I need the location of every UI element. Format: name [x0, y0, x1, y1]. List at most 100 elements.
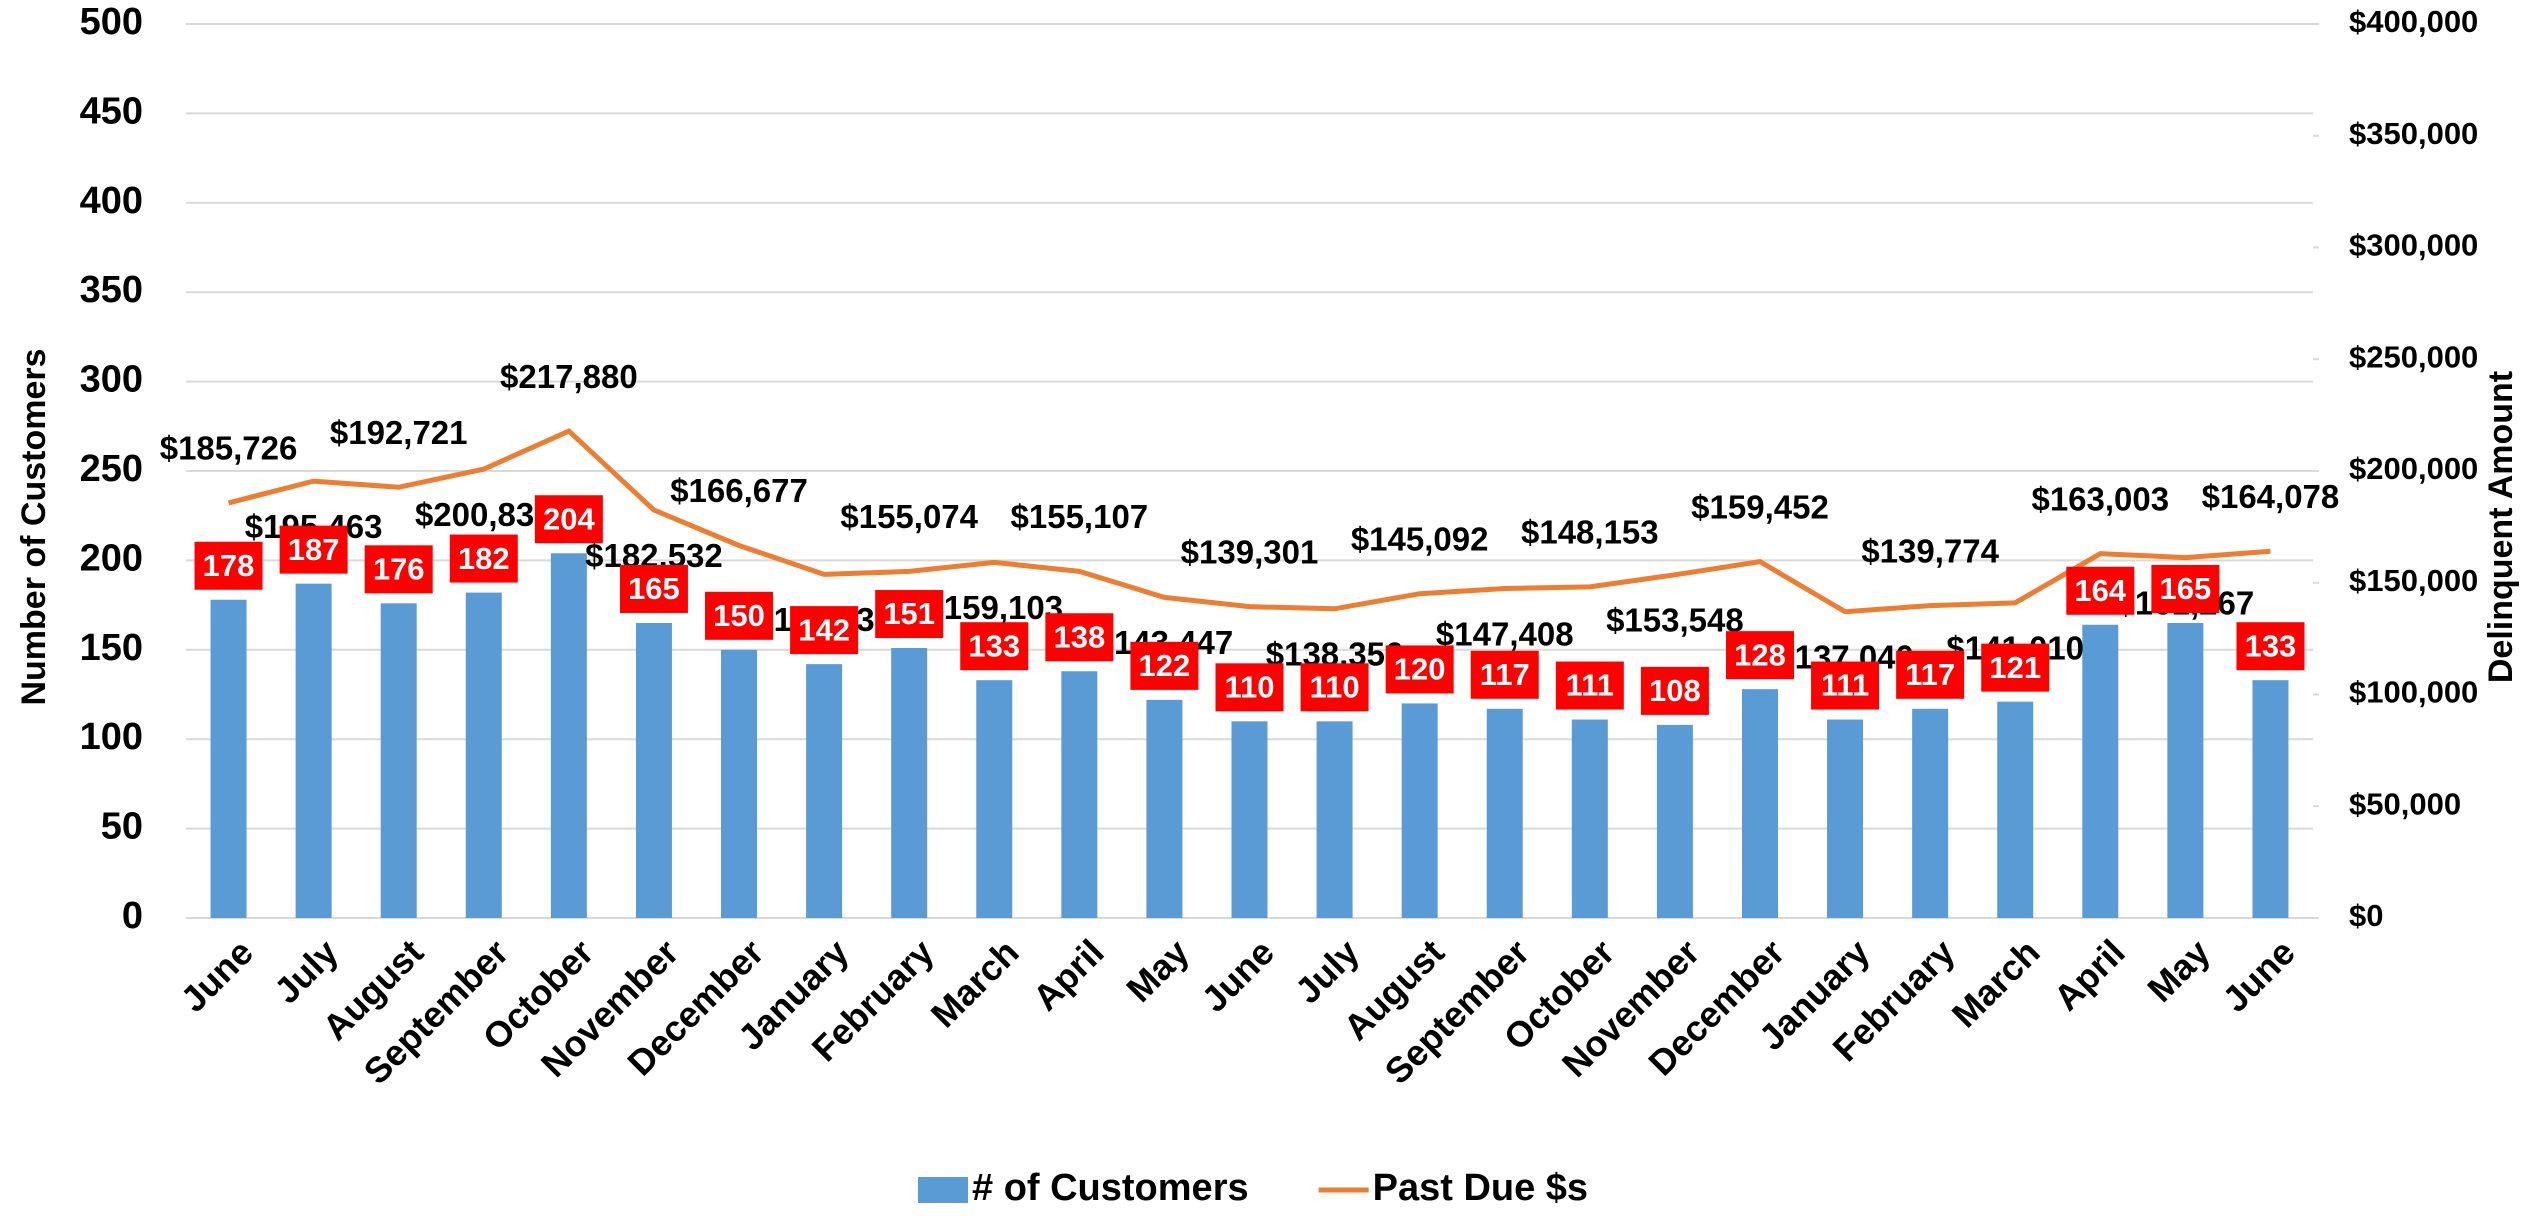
- y-tick-label: 200: [80, 537, 143, 579]
- bar-data-label: 111: [1566, 668, 1614, 703]
- bar: [1486, 708, 1523, 918]
- x-tick-label: June: [2214, 931, 2302, 1019]
- y2-axis-title: Delinquent Amount: [2482, 371, 2520, 683]
- bar: [1231, 721, 1268, 918]
- line-data-label: $155,074: [840, 498, 978, 535]
- bar-label-box: [1981, 643, 2050, 692]
- bar: [550, 553, 587, 918]
- bar-label-box: [1300, 663, 1369, 712]
- bar: [1827, 719, 1864, 918]
- bar: [1997, 701, 2034, 918]
- bar-data-label: 108: [1649, 673, 1701, 708]
- bar-data-label: 142: [798, 612, 850, 647]
- bar-data-label: 133: [2245, 628, 2297, 663]
- line-data-label: $139,301: [1181, 533, 1319, 570]
- bar-data-label: 187: [288, 532, 340, 567]
- line-data-label: $147,408: [1436, 615, 1574, 652]
- x-tick-label: March: [1944, 931, 2048, 1035]
- bar-data-label: 121: [1989, 650, 2041, 685]
- x-tick-label: May: [2139, 931, 2218, 1010]
- y2-tick-label: $350,000: [2349, 116, 2478, 151]
- bar: [1146, 699, 1183, 918]
- line-data-label: $145,092: [1351, 520, 1489, 557]
- y2-tick-label: $50,000: [2349, 786, 2461, 821]
- bar: [891, 648, 928, 918]
- bar: [465, 592, 502, 918]
- line-data-label: $153,548: [1606, 602, 1744, 639]
- bar: [635, 622, 672, 918]
- bar: [1061, 671, 1098, 918]
- x-tick-label: April: [1025, 931, 1112, 1018]
- line-data-label: $139,774: [1861, 532, 1999, 569]
- bar-data-label: 176: [373, 551, 425, 586]
- y-tick-label: 400: [80, 180, 143, 222]
- x-tick-label: May: [1118, 931, 1197, 1010]
- line-data-label: $192,721: [330, 414, 468, 451]
- bar-data-label: 164: [2074, 573, 2126, 608]
- bar-label-box: [279, 525, 348, 574]
- bar-label-box: [1130, 641, 1199, 690]
- y-tick-label: 100: [80, 716, 143, 758]
- bar: [1741, 689, 1778, 918]
- bar-data-label: 111: [1821, 668, 1869, 703]
- bar: [2167, 622, 2204, 918]
- line-data-label: $217,880: [500, 358, 638, 395]
- bar-data-label: 182: [458, 541, 510, 576]
- legend-swatch: [918, 1177, 968, 1203]
- bar-data-label: 117: [1905, 657, 1955, 692]
- bar-data-label: 122: [1139, 648, 1191, 683]
- bar-label-box: [194, 541, 263, 590]
- y-tick-label: 300: [80, 359, 143, 401]
- x-tick-label: April: [2046, 931, 2133, 1018]
- line-data-label: $163,003: [2031, 480, 2169, 517]
- bar: [1656, 724, 1693, 918]
- bar-label-box: [364, 545, 433, 594]
- bar-label-box: [960, 622, 1029, 671]
- y-tick-label: 150: [80, 627, 143, 669]
- line-data-label: $155,107: [1011, 498, 1149, 535]
- y-tick-label: 450: [80, 90, 143, 132]
- bar: [2082, 624, 2119, 918]
- bar-label-box: [2151, 564, 2220, 613]
- bar-data-label: 138: [1053, 619, 1105, 654]
- bar-data-label: 165: [2160, 571, 2212, 606]
- bar-label-box: [1045, 613, 1114, 662]
- bar: [976, 680, 1013, 918]
- bar: [806, 664, 843, 918]
- y2-tick-label: $100,000: [2349, 675, 2478, 710]
- y2-tick-label: $400,000: [2349, 4, 2478, 39]
- bar: [380, 603, 417, 918]
- line-data-label: $164,078: [2202, 478, 2340, 515]
- bar-data-label: 128: [1734, 637, 1786, 672]
- bar: [210, 599, 247, 918]
- bar: [1571, 719, 1608, 918]
- line-data-label: $159,452: [1691, 488, 1829, 525]
- y2-tick-label: $300,000: [2349, 228, 2478, 263]
- line: [227, 428, 2271, 615]
- bar-data-label: 110: [1310, 670, 1360, 705]
- bar-data-label: 120: [1394, 652, 1446, 687]
- bar-label-box: [619, 564, 688, 613]
- bar-label-box: [705, 591, 774, 640]
- bar: [295, 583, 332, 918]
- bar-label-box: [1555, 661, 1624, 710]
- bar-label-box: [1725, 631, 1794, 680]
- bar-label-box: [2236, 622, 2305, 671]
- bar-data-label: 110: [1224, 670, 1274, 705]
- bar-data-label: 151: [883, 596, 935, 631]
- bar-label-box: [1896, 650, 1965, 699]
- bar: [2252, 680, 2289, 918]
- bar-label-box: [875, 590, 944, 639]
- bar: [1401, 703, 1438, 918]
- bar-data-label: 133: [968, 628, 1020, 663]
- bar-label-box: [534, 495, 603, 544]
- bar-label-box: [449, 534, 518, 583]
- y2-tick-label: $200,000: [2349, 451, 2478, 486]
- bar-data-label: 204: [543, 501, 595, 536]
- line-data-label: $159,103: [925, 589, 1063, 626]
- y-tick-label: 0: [122, 895, 143, 937]
- y-tick-label: 250: [80, 448, 143, 490]
- y2-tick-label: $250,000: [2349, 339, 2478, 374]
- bar-label-box: [790, 606, 859, 655]
